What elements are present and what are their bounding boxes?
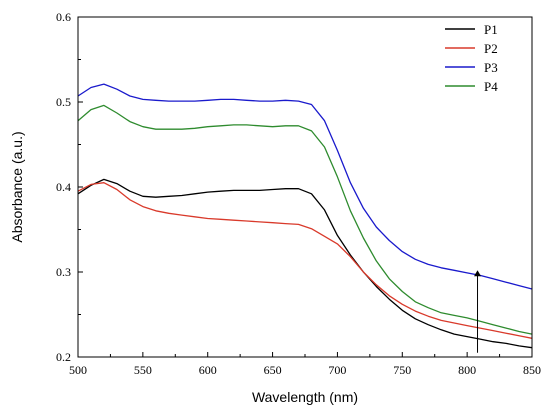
series-layer: [77, 83, 533, 349]
series-line-p3: [77, 83, 533, 290]
x-tick-label: 550: [134, 363, 152, 377]
y-tick-label: 0.6: [56, 10, 71, 24]
x-tick-label: 500: [69, 363, 87, 377]
legend-item-p2: P2: [445, 41, 498, 56]
legend-item-p3: P3: [445, 60, 498, 75]
x-tick-label: 600: [199, 363, 217, 377]
series-line-p1: [77, 178, 533, 349]
y-tick-label: 0.3: [56, 265, 71, 279]
y-tick-label: 0.5: [56, 95, 71, 109]
legend-label: P2: [484, 41, 498, 56]
x-tick-label: 850: [523, 363, 541, 377]
series-line-p2: [77, 182, 533, 339]
ticks-layer: 500 550 600 650 700 750 800 850 0.2 0.3 0.4 0.5 0.6: [56, 10, 541, 377]
x-tick-label: 750: [393, 363, 411, 377]
x-axis-title: Wavelength (nm): [252, 389, 358, 405]
x-tick-label: 800: [458, 363, 476, 377]
y-tick-label: 0.2: [56, 350, 71, 364]
x-tick-label: 650: [264, 363, 282, 377]
x-tick-label: 700: [328, 363, 346, 377]
arrow-annotation: [474, 270, 482, 353]
legend: P1 P2 P3 P4: [445, 22, 498, 94]
plot-frame: [77, 16, 533, 358]
legend-item-p1: P1: [445, 22, 498, 37]
legend-label: P1: [484, 22, 498, 37]
legend-item-p4: P4: [445, 79, 498, 94]
y-axis-title: Absorbance (a.u.): [9, 131, 25, 242]
annotation-layer: [474, 270, 482, 353]
y-tick-label: 0.4: [56, 180, 71, 194]
series-line-p4: [77, 104, 533, 335]
legend-label: P3: [484, 60, 498, 75]
legend-label: P4: [484, 79, 498, 94]
